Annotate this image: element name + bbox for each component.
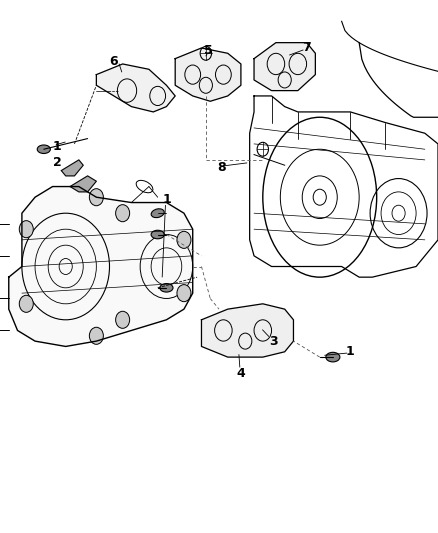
Polygon shape <box>201 304 293 357</box>
Circle shape <box>177 231 191 248</box>
Text: 4: 4 <box>237 367 245 379</box>
Ellipse shape <box>326 352 340 362</box>
Polygon shape <box>96 64 175 112</box>
Ellipse shape <box>151 209 164 217</box>
Circle shape <box>177 285 191 302</box>
Text: 7: 7 <box>302 42 311 54</box>
Circle shape <box>19 221 33 238</box>
Ellipse shape <box>37 145 50 154</box>
Circle shape <box>116 311 130 328</box>
Circle shape <box>116 205 130 222</box>
Ellipse shape <box>160 284 173 292</box>
Text: 5: 5 <box>204 44 212 57</box>
Ellipse shape <box>151 230 164 239</box>
Text: 1: 1 <box>346 345 355 358</box>
Text: 6: 6 <box>110 55 118 68</box>
Text: 3: 3 <box>269 335 278 348</box>
Polygon shape <box>70 176 96 192</box>
Text: 1: 1 <box>162 193 171 206</box>
Polygon shape <box>61 160 83 176</box>
Text: 2: 2 <box>53 156 61 169</box>
Polygon shape <box>9 187 193 346</box>
Text: 8: 8 <box>217 161 226 174</box>
Text: 1: 1 <box>53 140 61 153</box>
Circle shape <box>89 189 103 206</box>
Polygon shape <box>254 43 315 91</box>
Polygon shape <box>175 48 241 101</box>
Circle shape <box>89 327 103 344</box>
Circle shape <box>19 295 33 312</box>
